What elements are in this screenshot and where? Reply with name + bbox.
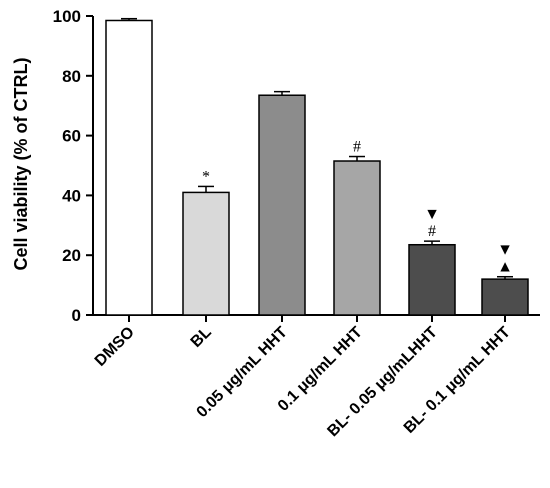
significance-mark: ▼	[424, 206, 440, 223]
x-tick-label: DMSO	[92, 324, 138, 370]
bar	[182, 191, 230, 316]
annotations: *##▼▲▼	[202, 139, 513, 276]
significance-mark: #	[353, 139, 361, 156]
y-tick-label: 80	[62, 67, 81, 86]
significance-mark: ▼	[497, 242, 513, 259]
y-axis-label: Cell viability (% of CTRL)	[11, 57, 31, 270]
x-tick-label: BL	[188, 324, 215, 351]
y-tick-label: 100	[53, 7, 81, 26]
y-tick-label: 20	[62, 246, 81, 265]
bar	[408, 243, 456, 316]
y-tick-label: 60	[62, 127, 81, 146]
bar	[105, 19, 153, 316]
bar	[333, 160, 381, 316]
significance-mark: ▲	[497, 259, 513, 276]
bar	[258, 94, 306, 316]
y-tick-label: 40	[62, 186, 81, 205]
bar	[481, 278, 529, 316]
bars	[105, 17, 529, 316]
significance-mark: #	[428, 223, 436, 240]
y-tick-label: 0	[72, 306, 81, 325]
y-axis: 0 20 40 60 80 100	[53, 7, 94, 325]
significance-mark: *	[202, 168, 210, 185]
